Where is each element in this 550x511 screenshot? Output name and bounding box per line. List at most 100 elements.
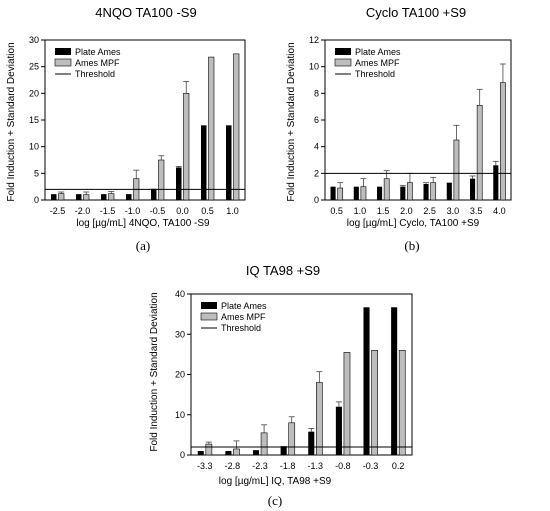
panel-a-xtick-label: -2.0: [75, 206, 91, 216]
panel-a-bar-plate-ames: [76, 194, 82, 200]
panel-a-plot: 0 5 10 15 20 25 30 -2.5 -2.0 -1.5 -1.0 -0.5 0.0 0.5 1.…: [29, 35, 246, 216]
panel-a-xtick-label: 0.0: [176, 206, 189, 216]
panel-a-bar-ames-mpf: [83, 194, 90, 201]
panel-a-bar-plate-ames: [201, 125, 207, 200]
panel-b-ytick-label: 6: [314, 115, 319, 125]
panel-a-bar-ames-mpf: [233, 53, 240, 201]
panel-a-bar-plate-ames: [101, 194, 107, 200]
panel-c-bar-ames-mpf: [260, 432, 268, 456]
panel-c-legend-label: Plate Ames: [221, 301, 267, 311]
panel-b-bar-plate-ames: [423, 184, 429, 200]
panel-a-bar-plate-ames: [151, 188, 157, 200]
panel-c-bar-plate-ames: [280, 446, 287, 455]
panel-a-legend-swatch: [55, 48, 71, 55]
panel-c-xtick-label: -1.3: [308, 461, 324, 471]
panel-b-xtick-label: 2.5: [423, 206, 436, 216]
panel-c-bar-plate-ames: [252, 450, 260, 455]
panel-b-caption: (b): [404, 238, 419, 253]
panel-b-bar-ames-mpf: [476, 105, 483, 201]
panel-c-xtick-label: -3.3: [197, 461, 213, 471]
panel-b-legend-swatch: [334, 58, 352, 67]
panel-c-xtick-label: 0.2: [392, 461, 405, 471]
panel-a-ytick-label: 5: [34, 168, 39, 178]
panel-b-xtick-label: 3.0: [447, 206, 460, 216]
panel-c-ytick-label: 0: [180, 450, 185, 460]
panel-c-xtick-label: -0.3: [363, 461, 379, 471]
panel-a-ytick-label: 20: [29, 88, 39, 98]
panel-a-bar-plate-ames: [176, 167, 182, 200]
panel-b-bar-ames-mpf: [407, 182, 413, 201]
panel-a-bar-ames-mpf: [58, 193, 65, 201]
panel-b-bar-ames-mpf: [337, 187, 344, 201]
panel-c-legend-swatch: [201, 302, 217, 309]
panel-c-bar-plate-ames: [335, 406, 342, 455]
panel-c-bar-ames-mpf: [316, 382, 323, 456]
panel-c-legend-label: Ames MPF: [221, 312, 266, 322]
panel-c-bar-plate-ames: [197, 450, 204, 455]
panel-c-legend-swatch: [200, 312, 218, 321]
panel-a-xtick-label: 1.0: [226, 206, 239, 216]
panel-c-bar-plate-ames: [391, 307, 398, 455]
panel-a-caption: (a): [136, 238, 150, 253]
panel-b-legend-swatch: [335, 48, 351, 55]
panel-a-ylabel: Fold Induction + Standard Deviation: [6, 42, 17, 201]
panel-c-ylabel: Fold Induction + Standard Deviation: [149, 292, 160, 451]
panel-b-bar-plate-ames: [330, 186, 336, 200]
panel-c-bar-ames-mpf: [398, 350, 406, 456]
panel-c-caption: (c): [268, 493, 282, 508]
panel-b-ytick-label: 10: [309, 62, 319, 72]
panel-b-ylabel: Fold Induction + Standard Deviation: [286, 42, 297, 201]
panel-c-bar-ames-mpf: [288, 422, 296, 456]
panel-c-xtick-label: -2.8: [225, 461, 241, 471]
panel-a-bar-plate-ames: [226, 125, 232, 200]
panel-c-bar-plate-ames: [363, 307, 370, 455]
panel-b-bar-ames-mpf: [383, 178, 390, 201]
panel-b-xtick-label: 1.0: [354, 206, 367, 216]
panel-a-legend-label: Threshold: [75, 69, 115, 79]
panel-b-bar-plate-ames: [493, 165, 499, 200]
panel-a-xtick-label: 0.5: [201, 206, 214, 216]
panel-a-title: 4NQO TA100 -S9: [95, 5, 196, 20]
panel-b-ytick-label: 2: [314, 168, 319, 178]
panel-b-bar-plate-ames: [353, 186, 359, 200]
panel-a-bar-ames-mpf: [108, 193, 115, 201]
panel-c-plot: 0 10 20 30 40 -3.3 -2.8 -2.3 -1.8 -1.3 -0.8 -0.3 0.2…: [175, 289, 413, 471]
panel-a-xlabel: log [µg/mL] 4NQO, TA100 -S9: [76, 218, 210, 229]
panel-b-bar-plate-ames: [377, 186, 383, 200]
panel-c-bar-ames-mpf: [205, 443, 213, 456]
panel-a-bar-plate-ames: [126, 194, 132, 200]
panel-a: 4NQO TA100 -S9 Fold Induction + Standard…: [6, 5, 246, 253]
panel-b-plot: 0 2 4 6 8 10 12 0.5 1.0 1.5 2.0 2.5 3.0 3.5 4.0 Plate A…: [309, 35, 512, 216]
panel-a-xtick-label: -1.0: [125, 206, 141, 216]
panel-b-ytick-label: 0: [314, 195, 319, 205]
panel-b-xtick-label: 1.5: [377, 206, 390, 216]
panel-b-xlabel: log [µg/mL] Cyclo, TA100 +S9: [347, 218, 480, 229]
panel-b-xtick-label: 4.0: [493, 206, 506, 216]
panel-b-bar-ames-mpf: [453, 139, 460, 201]
panel-b-legend-label: Threshold: [355, 69, 395, 79]
panel-b-ytick-label: 12: [309, 35, 319, 45]
panel-b-bar-plate-ames: [470, 178, 476, 200]
panel-b-ytick-label: 4: [314, 142, 319, 152]
panel-c-bar-ames-mpf: [343, 352, 351, 456]
panel-b-frame: [324, 39, 512, 201]
panel-b-legend-label: Plate Ames: [355, 47, 401, 57]
panel-c-xtick-label: -0.8: [335, 461, 351, 471]
panel-c-ytick-label: 10: [175, 410, 185, 420]
panel-b-bar-ames-mpf: [360, 186, 367, 201]
panel-b: Cyclo TA100 +S9 Fold Induction + Standar…: [286, 5, 512, 253]
panel-c: IQ TA98 +S9 Fold Induction + Standard De…: [149, 263, 413, 508]
panel-a-xtick-label: -0.5: [150, 206, 166, 216]
panel-c-legend-label: Threshold: [221, 323, 261, 333]
panel-a-bar-ames-mpf: [183, 93, 190, 201]
panel-a-ytick-label: 15: [29, 115, 39, 125]
panel-c-bar-plate-ames: [308, 431, 315, 455]
panel-c-xlabel: log [µg/mL] IQ, TA98 +S9: [219, 476, 332, 487]
panel-c-xtick-label: -1.8: [280, 461, 296, 471]
panel-c-ytick-label: 20: [175, 370, 185, 380]
panel-b-title: Cyclo TA100 +S9: [366, 5, 466, 20]
panel-a-ytick-label: 30: [29, 35, 39, 45]
panel-b-xtick-label: 0.5: [330, 206, 343, 216]
panel-b-xtick-label: 2.0: [400, 206, 413, 216]
